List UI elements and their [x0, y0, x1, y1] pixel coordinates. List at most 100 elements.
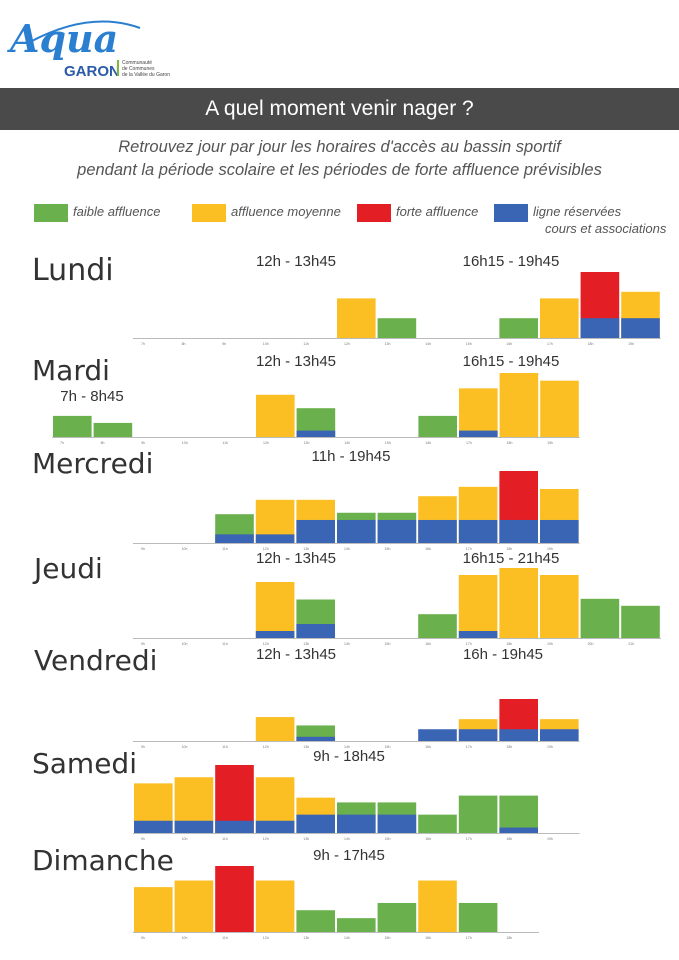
bar-mardi-8h: [93, 422, 133, 437]
bar-dimanche-9h: [134, 887, 173, 932]
bar-reserved-samedi-12h: [255, 820, 295, 833]
schedule-label-mardi: 7h - 8h45: [60, 388, 123, 405]
legend-swatch-moyenne: [192, 204, 226, 222]
tick-label-samedi: 9h: [141, 837, 145, 841]
bar-reserved-jeudi-12h: [255, 631, 295, 638]
bar-lundi-17h: [540, 298, 579, 338]
bar-vendredi-12h: [255, 717, 295, 741]
tick-label-lundi: 16h: [506, 342, 512, 346]
tick-label-samedi: 15h: [385, 837, 391, 841]
tick-label-jeudi: 14h: [344, 642, 350, 646]
subtitle-line-1: Retrouvez jour par jour les horaires d'a…: [118, 138, 561, 156]
bar-reserved-vendredi-13h: [296, 736, 335, 741]
bar-mardi-19h: [540, 380, 579, 437]
bar-mardi-12h: [256, 394, 295, 437]
tick-label-samedi: 19h: [547, 837, 553, 841]
tick-label-samedi: 14h: [344, 837, 350, 841]
tick-label-mercredi: 14h: [344, 547, 350, 551]
bar-reserved-vendredi-17h: [458, 729, 498, 741]
bar-dimanche-12h: [255, 880, 295, 932]
bar-dimanche-17h: [458, 902, 498, 932]
tick-label-dimanche: 9h: [141, 936, 145, 940]
bar-dimanche-15h: [377, 902, 417, 932]
logo-tagline-3: de la Vallée du Garon: [122, 72, 170, 78]
tick-label-jeudi: 9h: [141, 642, 145, 646]
bar-lundi-13h: [377, 318, 417, 338]
tick-label-vendredi: 13h: [303, 745, 309, 749]
legend-swatch-faible: [34, 204, 68, 222]
bar-reserved-samedi-13h: [296, 814, 335, 833]
tick-label-vendredi: 19h: [547, 745, 553, 749]
tick-label-mardi: 16h: [425, 441, 431, 445]
bar-reserved-jeudi-17h: [458, 631, 498, 638]
tick-label-mardi: 17h: [466, 441, 472, 445]
legend-label-reserve-2: cours et associations: [545, 221, 667, 236]
logo-separator: [117, 60, 119, 76]
bar-reserved-mercredi-11h: [215, 534, 254, 543]
bar-jeudi-12h: [255, 582, 295, 638]
tick-label-jeudi: 11h: [222, 642, 228, 646]
tick-label-samedi: 10h: [182, 837, 188, 841]
schedule-label-jeudi: 16h15 - 21h45: [463, 550, 560, 567]
bar-reserved-samedi-18h: [499, 827, 538, 833]
logo-tagline-1: Communauté: [122, 60, 152, 66]
bar-lundi-12h: [337, 298, 376, 338]
bar-reserved-jeudi-13h: [296, 624, 335, 638]
bar-samedi-17h: [458, 795, 498, 833]
tick-label-dimanche: 14h: [344, 936, 350, 940]
schedule-label-mardi: 12h - 13h45: [256, 353, 336, 370]
bar-reserved-lundi-19h: [621, 318, 660, 338]
tick-label-dimanche: 17h: [466, 936, 472, 940]
tick-label-vendredi: 15h: [385, 745, 391, 749]
tick-label-jeudi: 15h: [385, 642, 391, 646]
tick-label-vendredi: 11h: [222, 745, 228, 749]
tick-label-vendredi: 14h: [344, 745, 350, 749]
bar-vendredi-16h: [418, 729, 457, 741]
bar-samedi-16h: [418, 814, 457, 833]
bar-reserved-samedi-10h: [174, 820, 214, 833]
day-label-samedi: Samedi: [32, 747, 137, 780]
bar-reserved-mercredi-13h: [296, 519, 335, 543]
schedule-label-vendredi: 16h - 19h45: [463, 646, 543, 663]
tick-label-jeudi: 18h: [506, 642, 512, 646]
tick-label-jeudi: 17h: [466, 642, 472, 646]
tick-label-jeudi: 13h: [303, 642, 309, 646]
legend-label-forte: forte affluence: [396, 204, 479, 219]
tick-label-mercredi: 17h: [466, 547, 472, 551]
tick-label-lundi: 7h: [141, 342, 145, 346]
bar-reserved-mardi-13h: [296, 430, 336, 437]
bar-reserved-samedi-9h: [134, 820, 173, 833]
tick-label-mercredi: 11h: [222, 547, 228, 551]
bar-dimanche-11h: [215, 866, 254, 932]
bar-dimanche-10h: [174, 880, 214, 932]
tick-label-mardi: 18h: [507, 441, 513, 445]
tick-label-lundi: 19h: [628, 342, 634, 346]
aqua-garon-logo: Aqua GARON Communauté de Communes de la …: [7, 16, 170, 80]
tick-label-mardi: 14h: [344, 441, 350, 445]
tick-label-vendredi: 9h: [141, 745, 145, 749]
tick-label-mercredi: 18h: [506, 547, 512, 551]
logo-aqua-text: Aqua: [7, 16, 118, 61]
tick-label-mardi: 9h: [141, 441, 145, 445]
bar-mardi-17h: [459, 388, 498, 437]
bar-jeudi-20h: [580, 598, 620, 638]
tick-label-jeudi: 20h: [588, 642, 594, 646]
schedule-label-dimanche: 9h - 17h45: [313, 847, 385, 864]
bar-reserved-vendredi-19h: [540, 729, 579, 741]
tick-label-lundi: 11h: [303, 342, 309, 346]
tick-label-jeudi: 12h: [263, 642, 269, 646]
tick-label-lundi: 9h: [222, 342, 226, 346]
schedule-label-vendredi: 12h - 13h45: [256, 646, 336, 663]
tick-label-lundi: 13h: [385, 342, 391, 346]
tick-label-mercredi: 19h: [547, 547, 553, 551]
tick-label-mardi: 19h: [547, 441, 553, 445]
tick-label-mardi: 12h: [263, 441, 269, 445]
bar-reserved-vendredi-18h: [499, 729, 538, 741]
tick-label-jeudi: 21h: [628, 642, 634, 646]
schedule-label-mardi: 16h15 - 19h45: [463, 353, 560, 370]
schedule-label-lundi: 12h - 13h45: [256, 253, 336, 270]
bar-samedi-18h: [499, 795, 538, 833]
day-label-dimanche: Dimanche: [32, 844, 174, 877]
tick-label-lundi: 14h: [425, 342, 431, 346]
